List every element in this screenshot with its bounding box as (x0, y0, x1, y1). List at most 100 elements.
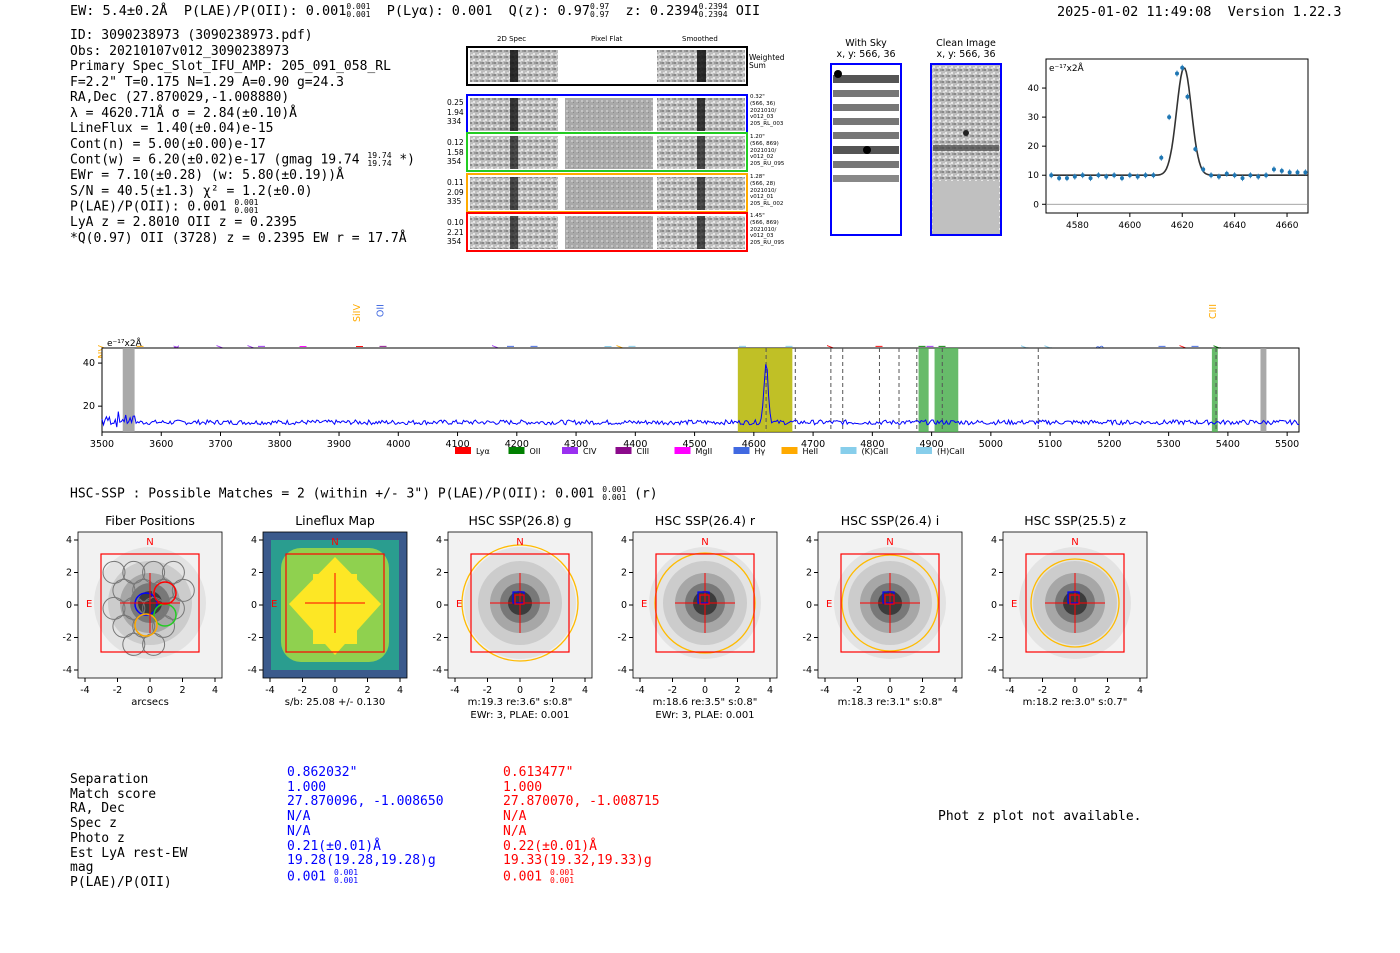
legend-swatch (916, 447, 932, 454)
zoom-data-point (1143, 173, 1148, 178)
caption-line-1: m:18.6 re:3.5" s:0.8" (652, 697, 758, 708)
hsc-ytick-label: 2 (66, 568, 72, 579)
hsc-xtick-label: 0 (332, 685, 338, 696)
spectrum-xtick-label: 4100 (445, 439, 469, 450)
hsc-xtick-label: -4 (820, 685, 829, 696)
match-blue-value: N/A (287, 823, 311, 839)
match-blue-value: 0.862032" (287, 765, 358, 780)
info-line: Primary Spec_Slot_IFU_AMP: 205_091_058_R… (70, 59, 391, 74)
zoom-xtick-label: 4600 (1118, 221, 1141, 231)
row1-right: 0.32" (566, 36) 2021010/v012_03 205_RL_003 (750, 94, 784, 128)
col-flat-label: Pixel Flat (591, 35, 623, 43)
hsc-xtick-label: 4 (952, 685, 958, 696)
hsc-xtick-label: 4 (767, 685, 773, 696)
match-blue-value: 0.21(±0.01)Å (287, 838, 381, 854)
info-line: Cont(w) = 6.20(±0.02)e-17 (gmag 19.74 19… (70, 151, 415, 168)
hsc-panel-image: N E -4 -4 -2 -2 0 0 2 2 4 4 (988, 531, 1148, 696)
hsc-panel-caption: arcsecs (70, 697, 230, 710)
weighted-sum-label: Weighted Sum (749, 53, 785, 70)
info-line: LyA z = 2.8010 OII z = 0.2395 (70, 215, 297, 230)
hsc-ytick-label: 2 (621, 568, 627, 579)
zoom-data-point (1159, 155, 1164, 160)
fiber-circle (122, 560, 146, 584)
row3-left: 0.11 2.09 335 (447, 178, 464, 206)
hsc-ytick-label: -4 (63, 665, 72, 676)
legend-swatch (840, 447, 857, 454)
aperture-ellipse (654, 552, 756, 654)
hsc-ytick-label: 2 (436, 568, 442, 579)
hsc-xtick-label: 0 (702, 685, 708, 696)
header-qz: Q(z): 0.97 (508, 3, 590, 19)
fiber-blue (134, 592, 158, 616)
match-label: Separation (70, 772, 149, 787)
fiber-circle (102, 560, 126, 584)
fiber-circle (122, 596, 146, 620)
hsc-xtick-label: 2 (919, 685, 925, 696)
aperture-ellipse (461, 544, 579, 662)
info-line: Obs: 20210107v012_3090238973 (70, 43, 290, 59)
row2-left: 0.12 1.58 354 (447, 138, 464, 166)
fiber-circle (171, 578, 195, 602)
hsc-panel-image: N E -4 -4 -2 -2 0 0 2 2 4 4 (618, 531, 778, 696)
legend-swatch (733, 447, 750, 454)
hsc-ytick-label: 2 (991, 568, 997, 579)
header-plya: P(Lyα): 0.001 (386, 3, 493, 19)
full-spectrum-chart: NVSiIILyαNVCIVSiIICIIOVISiIVHeIIOIISiIV(… (83, 304, 1300, 456)
row2-right: 1.20" (566, 869) 2021010/v012_02 205_RU_095 (750, 134, 785, 168)
match-red-col: 0.613477" 1.000 27.870070, -1.008715 N/A… (503, 765, 660, 885)
match-blue-value: N/A (287, 809, 311, 825)
spectrum-xtick-label: 5500 (1275, 439, 1299, 450)
zoom-data-point (1104, 174, 1109, 179)
hsc-panel-title: Fiber Positions (105, 513, 195, 528)
hsc-xtick-label: -2 (298, 685, 307, 696)
row1-left: 0.25 1.94 334 (447, 98, 464, 126)
hsc-xtick-label: -4 (80, 685, 89, 696)
search-box (470, 553, 570, 653)
hsc-ytick-label: 4 (66, 535, 72, 546)
spectrum-xtick-label: 4000 (386, 439, 410, 450)
match-label: Photo z (70, 830, 125, 846)
hsc-panel-title: HSC SSP(25.5) z (1024, 513, 1126, 528)
compass-east: E (826, 599, 832, 610)
legend-label: Lyα (476, 447, 490, 456)
legend-label: CIII (637, 447, 650, 456)
match-red-value: 0.22(±0.01)Å (503, 838, 597, 854)
spectrum-plot-frame (101, 347, 1300, 433)
zoom-data-point (1264, 173, 1269, 178)
zoom-data-point (1303, 170, 1308, 175)
compass-north: N (516, 537, 523, 548)
compass-north: N (1071, 537, 1078, 548)
zoom-xtick-label: 4660 (1276, 221, 1299, 231)
caption-line-2: EWr: 3, PLAE: 0.001 (470, 709, 570, 721)
spectrum-ytick-label: 40 (83, 358, 95, 369)
spectrum-xtick-label: 3900 (327, 439, 351, 450)
compass-east: E (641, 599, 647, 610)
info-line: S/N = 40.5(±1.3) χ² = 1.2(±0.0) (70, 183, 313, 199)
cutout-row-4 (466, 212, 748, 252)
band-oii-h (765, 348, 793, 432)
zoom-xtick-label: 4580 (1066, 221, 1089, 231)
col-2d-label: 2D Spec (497, 35, 527, 43)
legend-swatch (615, 447, 632, 454)
version: Version 1.22.3 (1227, 4, 1342, 20)
hsc-xtick-label: -4 (1005, 685, 1014, 696)
match-red-value: 0.613477" (503, 765, 574, 780)
legend-label: (K)CaII (862, 447, 889, 456)
fiber-red (153, 581, 177, 605)
caption-line-1: m:18.2 re:3.0" s:0.7" (1022, 697, 1128, 708)
zoom-ytick-label: 20 (1028, 142, 1040, 152)
with-sky-title: With Sky x, y: 566, 36 (836, 38, 896, 60)
hsc-heading: HSC-SSP : Possible Matches = 2 (within +… (70, 485, 658, 502)
search-box (840, 553, 940, 653)
info-line: λ = 4620.71Å σ = 2.84(±0.10)Å (70, 105, 297, 121)
clean-image-title: Clean Image x, y: 566, 36 (936, 38, 996, 60)
zoom-data-point (1201, 167, 1206, 172)
zoom-plot-frame (1045, 58, 1309, 214)
info-line: EWr = 7.10(±0.28) (w: 5.80(±0.19))Å (70, 168, 344, 183)
legend-swatch (455, 447, 471, 454)
zoom-data-point (1193, 147, 1198, 152)
legend-label: (H)CaII (937, 447, 964, 456)
zoom-data-point (1088, 176, 1093, 181)
header-line: OII (735, 3, 761, 19)
zoom-ytick-label: 40 (1028, 84, 1040, 94)
